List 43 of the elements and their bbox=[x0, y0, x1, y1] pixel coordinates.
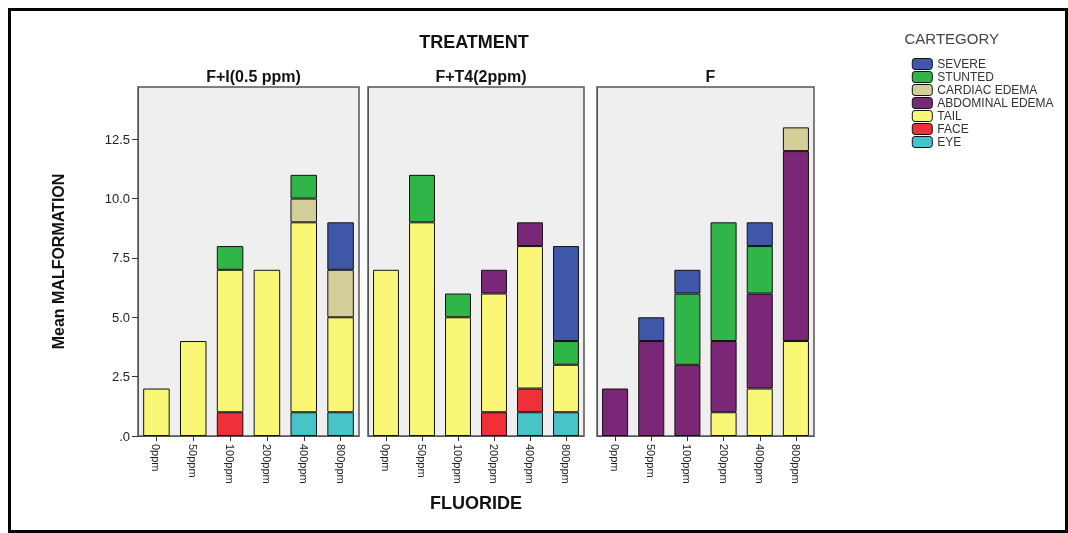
y-tick-label: 10.0 bbox=[104, 191, 130, 207]
y-tick-label: 12.5 bbox=[104, 131, 130, 147]
x-tick-label: 200ppm bbox=[260, 444, 273, 484]
x-tick-label: 0ppm bbox=[609, 444, 622, 472]
y-tick-label: 2.5 bbox=[111, 369, 130, 385]
x-tick-label: 100ppm bbox=[452, 444, 464, 484]
x-tick-label: 50ppm bbox=[187, 444, 200, 478]
x-tick-label: 400ppm bbox=[297, 444, 310, 484]
chart-title: F bbox=[705, 67, 716, 85]
bar bbox=[143, 388, 170, 436]
y-tick-label: .0 bbox=[119, 428, 130, 444]
text: TREATMENT bbox=[419, 32, 529, 52]
x-tick-label: 400ppm bbox=[753, 444, 766, 484]
legend-label: EYE bbox=[937, 135, 962, 149]
x-tick-label: 100ppm bbox=[224, 444, 237, 484]
x-tick-label: 200ppm bbox=[717, 444, 730, 484]
x-tick-label: 100ppm bbox=[681, 444, 694, 484]
x-tick-label: 50ppm bbox=[416, 444, 428, 478]
bar bbox=[373, 269, 399, 436]
legend-label: SEVERE bbox=[937, 57, 986, 71]
x-tick-label: 800ppm bbox=[560, 444, 572, 484]
x-tick-label: 800ppm bbox=[334, 444, 347, 484]
x-tick-label: 800ppm bbox=[789, 444, 802, 484]
legend-title: CARTEGORY bbox=[904, 30, 999, 47]
chart-title: F+I(0.5 ppm) bbox=[206, 67, 301, 85]
legend-label: ABDOMINAL EDEMA bbox=[937, 96, 1054, 110]
x-tick-label: 0ppm bbox=[150, 444, 163, 472]
x-tick-label: 200ppm bbox=[488, 444, 500, 484]
legend-label: STUNTED bbox=[937, 70, 995, 84]
legend-label: CARDIAC EDEMA bbox=[937, 83, 1038, 97]
y-axis-title: Mean MALFORMATION bbox=[49, 173, 67, 350]
legend-label: FACE bbox=[937, 122, 969, 136]
y-tick-label: 7.5 bbox=[111, 250, 130, 266]
legend-label: TAIL bbox=[937, 109, 963, 123]
x-axis-title: FLUORIDE bbox=[430, 493, 522, 513]
chart-title: F+T4(2ppm) bbox=[435, 67, 527, 85]
bar bbox=[253, 269, 281, 436]
bar bbox=[602, 388, 629, 436]
x-tick-label: 0ppm bbox=[380, 444, 392, 472]
x-tick-label: 400ppm bbox=[524, 444, 536, 484]
y-tick-label: 5.0 bbox=[111, 309, 130, 325]
bar bbox=[179, 341, 207, 436]
x-tick-label: 50ppm bbox=[645, 444, 658, 478]
